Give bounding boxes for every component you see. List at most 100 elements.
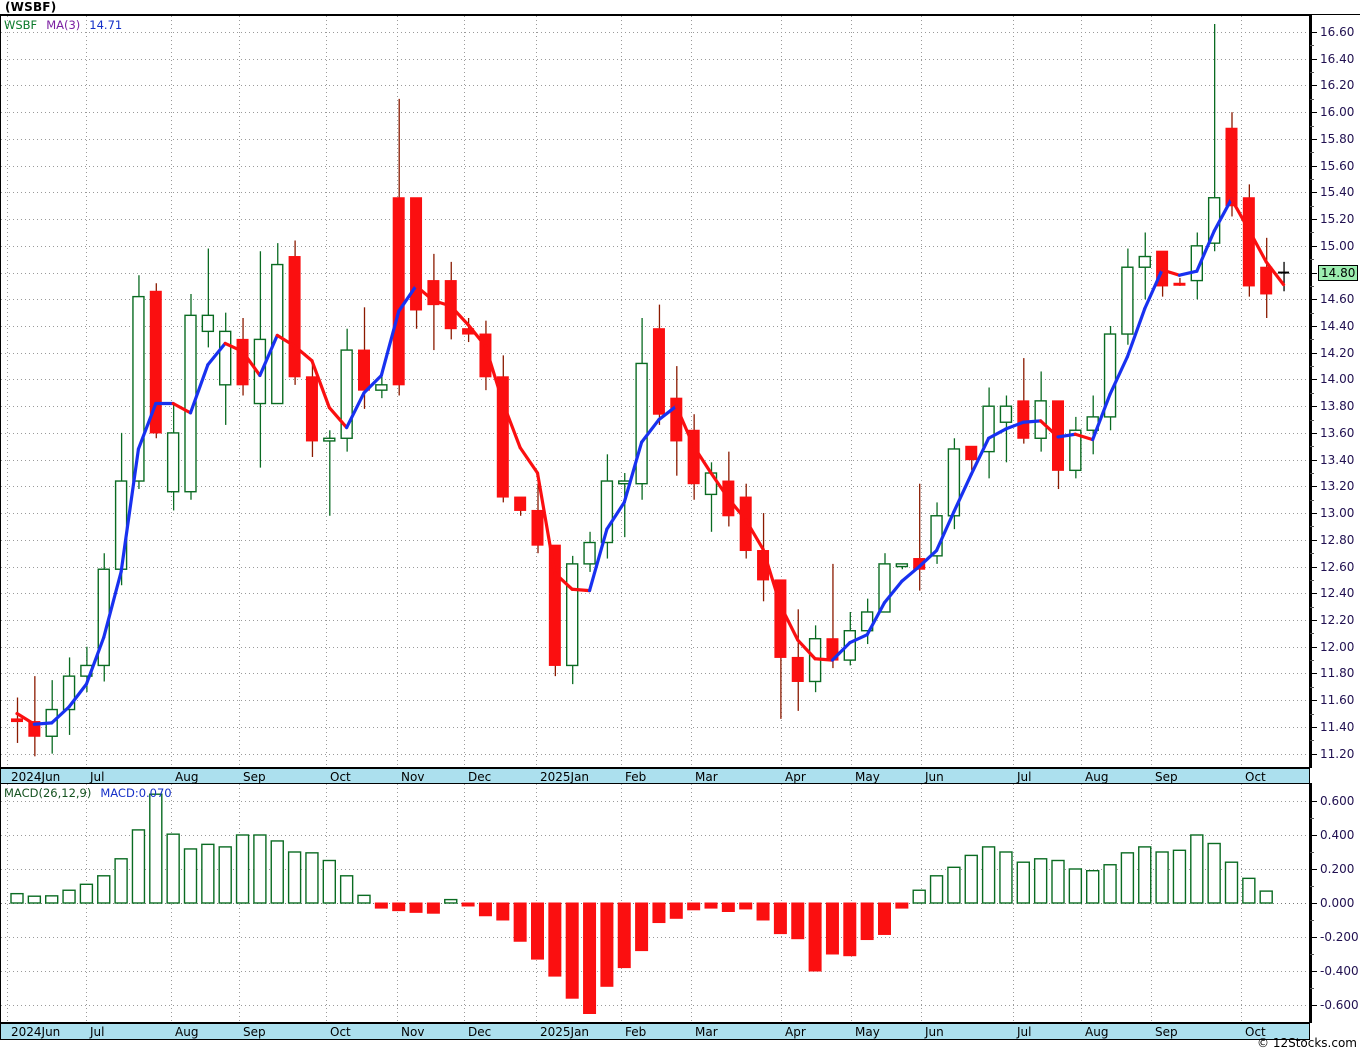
price-axis-tick — [1310, 272, 1317, 274]
macd-axis-tick — [1310, 869, 1317, 870]
date-axis-bottom-label: Feb — [625, 1025, 647, 1039]
date-axis-top-label: Jul — [1017, 770, 1032, 784]
price-axis-tick-label: 12.00 — [1320, 639, 1355, 654]
date-axis-top-label: 2025Jan — [540, 770, 590, 784]
window-titlebar: (WSBF) — [0, 0, 1360, 15]
price-axis-minor-tick — [1310, 125, 1314, 127]
price-axis-tick-label: 11.80 — [1320, 666, 1355, 681]
price-axis-minor-tick — [1310, 312, 1314, 314]
price-axis-tick — [1310, 326, 1317, 328]
price-axis-tick — [1310, 245, 1317, 247]
price-axis-minor-tick — [1310, 713, 1314, 715]
price-axis-tick — [1310, 726, 1317, 728]
price-axis-tick — [1310, 379, 1317, 381]
copyright-notice: © 12Stocks.com — [1257, 1036, 1357, 1050]
macd-axis-minor-tick — [1310, 886, 1314, 887]
legend-macd-value: MACD:0.070 — [100, 786, 172, 800]
price-axis-tick-label: 15.00 — [1320, 238, 1355, 253]
price-axis-tick-label: 11.40 — [1320, 719, 1355, 734]
date-axis-top-label: Dec — [468, 770, 492, 784]
price-axis-spine — [1310, 15, 1312, 768]
price-axis-minor-tick — [1310, 606, 1314, 608]
date-axis-bottom-label: Sep — [243, 1025, 266, 1039]
date-axis-bottom-label: Oct — [1245, 1025, 1266, 1039]
price-candlestick-svg — [1, 16, 1309, 767]
price-axis-tick-label: 16.40 — [1320, 51, 1355, 66]
date-axis-bottom-label: 2025Jan — [540, 1025, 590, 1039]
price-axis-tick-label: 14.60 — [1320, 292, 1355, 307]
price-axis-minor-tick — [1310, 285, 1314, 287]
date-axis-top-label: Apr — [785, 770, 806, 784]
price-axis-tick — [1310, 539, 1317, 541]
date-axis-bottom: 2024Jun Jul Aug Sep Oct Nov Dec 2025Jan Feb Mar Ap… — [0, 1023, 1310, 1040]
price-axis-tick — [1310, 85, 1317, 87]
macd-axis-tick-label: -0.200 — [1320, 930, 1359, 944]
price-axis-tick — [1310, 673, 1317, 675]
price-axis-tick — [1310, 406, 1317, 408]
price-axis-tick-label: 12.40 — [1320, 586, 1355, 601]
legend-ma-value: 14.71 — [89, 18, 123, 32]
macd-axis-minor-tick — [1310, 988, 1314, 989]
price-axis-minor-tick — [1310, 259, 1314, 261]
price-axis-minor-tick — [1310, 526, 1314, 528]
date-axis-bottom-label: Aug — [175, 1025, 199, 1039]
price-axis-minor-tick — [1310, 205, 1314, 207]
date-axis-top-label: Oct — [1245, 770, 1266, 784]
macd-axis-tick-label: 0.600 — [1320, 794, 1355, 808]
price-axis-tick-label: 13.40 — [1320, 452, 1355, 467]
price-axis-tick-label: 11.20 — [1320, 746, 1355, 761]
date-axis-top-label: May — [855, 770, 880, 784]
date-axis-top-label: Oct — [330, 770, 351, 784]
price-axis-tick-label: 14.00 — [1320, 372, 1355, 387]
price-axis-tick-label: 11.60 — [1320, 693, 1355, 708]
price-axis-tick — [1310, 700, 1317, 702]
price-axis-minor-tick — [1310, 232, 1314, 234]
price-axis-minor-tick — [1310, 740, 1314, 742]
price-axis-minor-tick — [1310, 179, 1314, 181]
date-axis-bottom-label: Jul — [1017, 1025, 1032, 1039]
price-axis-tick — [1310, 352, 1317, 354]
macd-axis-tick — [1310, 937, 1317, 938]
price-axis-minor-tick — [1310, 392, 1314, 394]
price-axis-tick-label: 13.80 — [1320, 399, 1355, 414]
date-axis-bottom-label: 2024Jun — [11, 1025, 61, 1039]
date-axis-bottom-label: Dec — [468, 1025, 492, 1039]
legend-macd-params: MACD(26,12,9) — [4, 786, 92, 800]
macd-axis-minor-tick — [1310, 818, 1314, 819]
date-axis-top-label: Nov — [401, 770, 425, 784]
price-axis-tick — [1310, 459, 1317, 461]
price-axis-minor-tick — [1310, 553, 1314, 555]
price-axis-minor-tick — [1310, 339, 1314, 341]
price-axis-tick-label: 15.80 — [1320, 131, 1355, 146]
price-axis: 16.60 16.40 16.20 16.00 15.80 15.60 15.40 15.20… — [1310, 15, 1360, 768]
macd-plot-area — [1, 784, 1309, 1022]
macd-axis-minor-tick — [1310, 920, 1314, 921]
macd-axis: 0.600 0.400 0.200 0.000 -0.200 -0.400 -0.600 — [1310, 783, 1360, 1023]
price-axis-minor-tick — [1310, 419, 1314, 421]
price-legend: WSBF MA(3) 14.71 — [4, 18, 122, 32]
price-axis-minor-tick — [1310, 98, 1314, 100]
price-axis-minor-tick — [1310, 579, 1314, 581]
macd-axis-tick — [1310, 971, 1317, 972]
price-axis-tick — [1310, 219, 1317, 221]
price-axis-tick — [1310, 192, 1317, 194]
macd-axis-minor-tick — [1310, 852, 1314, 853]
price-axis-tick-label: 15.20 — [1320, 212, 1355, 227]
price-chart-panel[interactable] — [0, 15, 1310, 768]
price-axis-minor-tick — [1310, 660, 1314, 662]
price-axis-tick — [1310, 165, 1317, 167]
price-axis-minor-tick — [1310, 686, 1314, 688]
price-axis-minor-tick — [1310, 446, 1314, 448]
price-axis-minor-tick — [1310, 152, 1314, 154]
date-axis-top-label: Aug — [1085, 770, 1109, 784]
date-axis-bottom-label: Oct — [330, 1025, 351, 1039]
price-axis-tick — [1310, 58, 1317, 60]
macd-chart-panel[interactable] — [0, 783, 1310, 1023]
page-title: (WSBF) — [5, 0, 57, 14]
price-axis-tick — [1310, 138, 1317, 140]
macd-axis-tick — [1310, 903, 1317, 904]
date-axis-top-label: Mar — [695, 770, 718, 784]
date-axis-top-label: 2024Jun — [11, 770, 61, 784]
price-axis-minor-tick — [1310, 499, 1314, 501]
price-axis-tick — [1310, 432, 1317, 434]
